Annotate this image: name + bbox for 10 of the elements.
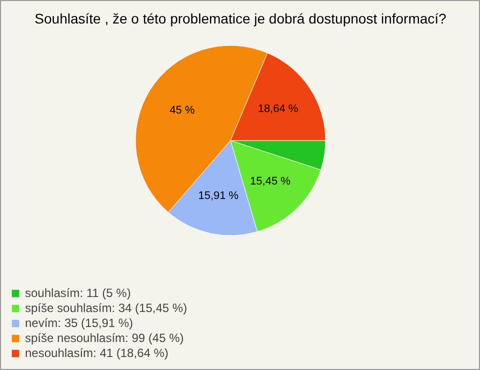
chart-title: Souhlasíte , že o této problematice je dobrá dostupnost informací? [34,10,447,26]
legend-label: souhlasím: 11 (5 %) [25,286,131,300]
legend-label: spíše souhlasím: 34 (15,45 %) [25,301,188,315]
legend-label: nesouhlasím: 41 (18,64 %) [25,346,168,360]
data-label: 45 % [170,104,195,116]
data-label: 15,91 % [198,190,239,202]
legend-label: spíše nesouhlasím: 99 (45 %) [25,331,184,345]
data-label: 15,45 % [250,175,291,188]
legend-label: nevím: 35 (15,91 %) [25,316,134,330]
data-label: 18,64 % [258,102,298,115]
